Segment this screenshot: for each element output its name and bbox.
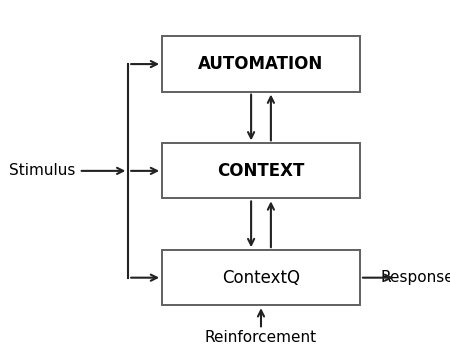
FancyBboxPatch shape (162, 37, 360, 92)
FancyBboxPatch shape (162, 250, 360, 305)
FancyBboxPatch shape (162, 143, 360, 199)
Text: ContextQ: ContextQ (222, 269, 300, 287)
Text: Reinforcement: Reinforcement (205, 330, 317, 345)
Text: Stimulus: Stimulus (9, 163, 76, 178)
Text: CONTEXT: CONTEXT (217, 162, 305, 180)
Text: Response: Response (380, 270, 450, 285)
Text: AUTOMATION: AUTOMATION (198, 55, 324, 73)
